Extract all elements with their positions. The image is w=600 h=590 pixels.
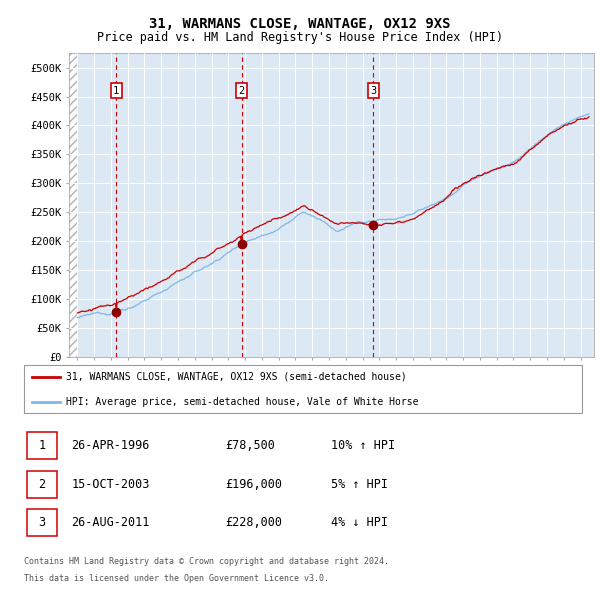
Text: £78,500: £78,500	[225, 439, 275, 452]
Text: This data is licensed under the Open Government Licence v3.0.: This data is licensed under the Open Gov…	[24, 574, 329, 583]
FancyBboxPatch shape	[24, 365, 582, 413]
Text: 4% ↓ HPI: 4% ↓ HPI	[331, 516, 388, 529]
Text: £228,000: £228,000	[225, 516, 282, 529]
Text: 26-APR-1996: 26-APR-1996	[71, 439, 150, 452]
Text: 31, WARMANS CLOSE, WANTAGE, OX12 9XS: 31, WARMANS CLOSE, WANTAGE, OX12 9XS	[149, 17, 451, 31]
Text: 26-AUG-2011: 26-AUG-2011	[71, 516, 150, 529]
Text: 1: 1	[38, 439, 46, 452]
Text: Contains HM Land Registry data © Crown copyright and database right 2024.: Contains HM Land Registry data © Crown c…	[24, 558, 389, 566]
Text: 31, WARMANS CLOSE, WANTAGE, OX12 9XS (semi-detached house): 31, WARMANS CLOSE, WANTAGE, OX12 9XS (se…	[66, 372, 407, 382]
Text: 3: 3	[38, 516, 46, 529]
Text: 2: 2	[238, 86, 245, 96]
Text: Price paid vs. HM Land Registry's House Price Index (HPI): Price paid vs. HM Land Registry's House …	[97, 31, 503, 44]
Text: 10% ↑ HPI: 10% ↑ HPI	[331, 439, 395, 452]
Text: 3: 3	[370, 86, 377, 96]
Text: £196,000: £196,000	[225, 478, 282, 491]
Text: HPI: Average price, semi-detached house, Vale of White Horse: HPI: Average price, semi-detached house,…	[66, 397, 418, 407]
FancyBboxPatch shape	[27, 432, 58, 459]
Text: 15-OCT-2003: 15-OCT-2003	[71, 478, 150, 491]
FancyBboxPatch shape	[27, 509, 58, 536]
Text: 2: 2	[38, 478, 46, 491]
Text: 1: 1	[113, 86, 119, 96]
Text: 5% ↑ HPI: 5% ↑ HPI	[331, 478, 388, 491]
FancyBboxPatch shape	[27, 471, 58, 498]
